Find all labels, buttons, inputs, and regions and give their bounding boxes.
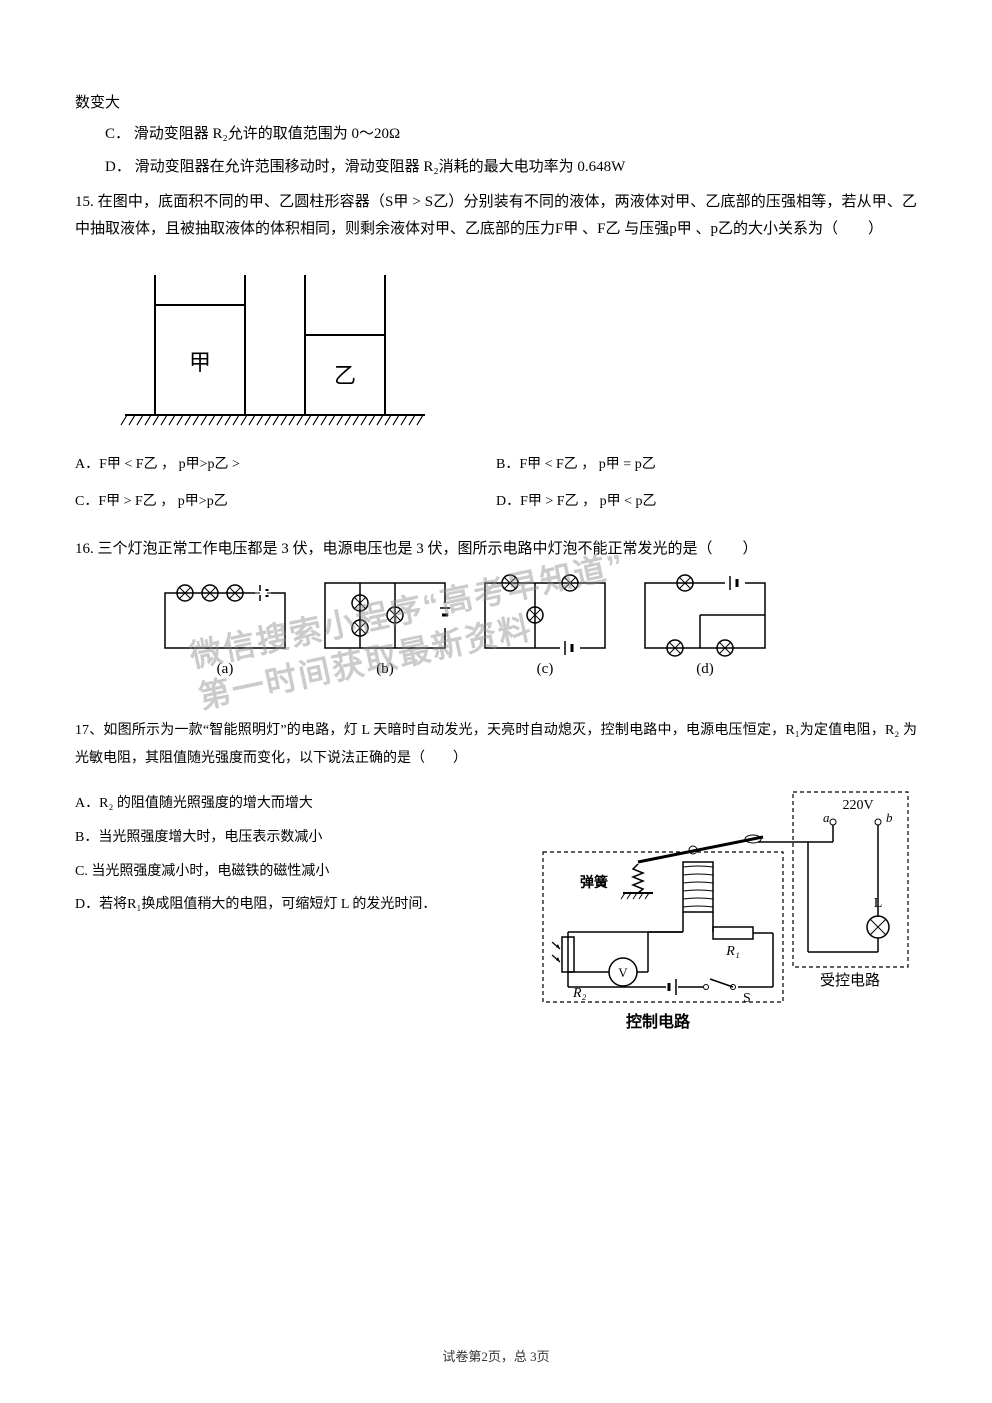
contact-a: a xyxy=(823,810,830,825)
controlled-circuit-label: 受控电路 xyxy=(820,972,880,989)
q15-diagram: 甲 乙 xyxy=(105,255,917,440)
page-content: 数变大 C． 滑动变阻器 R₂允许的取值范围为 0～20Ω D． 滑动变阻器在允… xyxy=(75,90,917,1047)
q15-text: 15. 在图中，底面积不同的甲、乙圆柱形容器（S甲 > S乙）分别装有不同的液体… xyxy=(75,189,917,243)
q17-option-b: B．当光照强度增大时，电压表示数减小 xyxy=(75,821,513,855)
q15-option-a: A．F甲 < F乙 ， p甲>p乙 > xyxy=(75,452,496,477)
q17-options: A．R₂ 的阻值随光照强度的增大而增大 B．当光照强度增大时，电压表示数减小 C… xyxy=(75,787,513,921)
q17-svg: 220V a b L 受控电路 弹簧 xyxy=(538,787,918,1037)
q15-options: A．F甲 < F乙 ， p甲>p乙 > B．F甲 < F乙 ， p甲 = p乙 … xyxy=(75,452,917,526)
contact-b: b xyxy=(886,810,893,825)
q14-continuation: 数变大 xyxy=(75,90,917,117)
container-yi-label: 乙 xyxy=(334,363,356,388)
switch-s-label: S xyxy=(743,991,751,1006)
q15-option-b: B．F甲 < F乙 ， p甲 = p乙 xyxy=(496,452,917,477)
q17-circuit-diagram: 220V a b L 受控电路 弹簧 xyxy=(538,787,917,1047)
q17-option-c: C. 当光照强度减小时，电磁铁的磁性减小 xyxy=(75,855,513,889)
page-footer: 试卷第2页，总 3页 xyxy=(0,1345,992,1368)
circuit-a-label: (a) xyxy=(217,661,234,677)
voltmeter-label: V xyxy=(618,965,628,980)
q17-option-d: D．若将R₁换成阻值稍大的电阻，可缩短灯 L 的发光时间． xyxy=(75,888,513,922)
circuit-d-label: (d) xyxy=(696,661,714,677)
q14-option-d: D． 滑动变阻器在允许范围移动时，滑动变阻器 R₂消耗的最大电功率为 0.648… xyxy=(75,154,917,181)
q16-circuits: (a) (b) xyxy=(155,573,917,703)
container-jia-label: 甲 xyxy=(189,350,211,375)
spring-label: 弹簧 xyxy=(580,874,608,891)
q17-text: 17、如图所示为一款“智能照明灯”的电路，灯 L 天暗时自动发光，天亮时自动熄灭… xyxy=(75,717,917,773)
q15-containers-svg: 甲 乙 xyxy=(105,255,445,430)
circuit-c-label: (c) xyxy=(537,661,554,677)
q16-circuits-svg: (a) (b) xyxy=(155,573,795,693)
voltage-220v: 220V xyxy=(843,798,874,813)
q17-option-a: A．R₂ 的阻值随光照强度的增大而增大 xyxy=(75,787,513,821)
r1-label: R₁ xyxy=(725,944,739,959)
lamp-l-label: L xyxy=(874,896,883,911)
circuit-b-label: (b) xyxy=(376,661,394,677)
control-circuit-label: 控制电路 xyxy=(626,1012,691,1031)
q14-option-c: C． 滑动变阻器 R₂允许的取值范围为 0～20Ω xyxy=(75,121,917,148)
q16-text: 16. 三个灯泡正常工作电压都是 3 伏，电源电压也是 3 伏，图所示电路中灯泡… xyxy=(75,536,917,563)
q15-option-d: D．F甲 > F乙 ， p甲 < p乙 xyxy=(496,489,917,514)
r2-label: R₂ xyxy=(572,986,587,1001)
q15-option-c: C．F甲 > F乙 ， p甲>p乙 xyxy=(75,489,496,514)
